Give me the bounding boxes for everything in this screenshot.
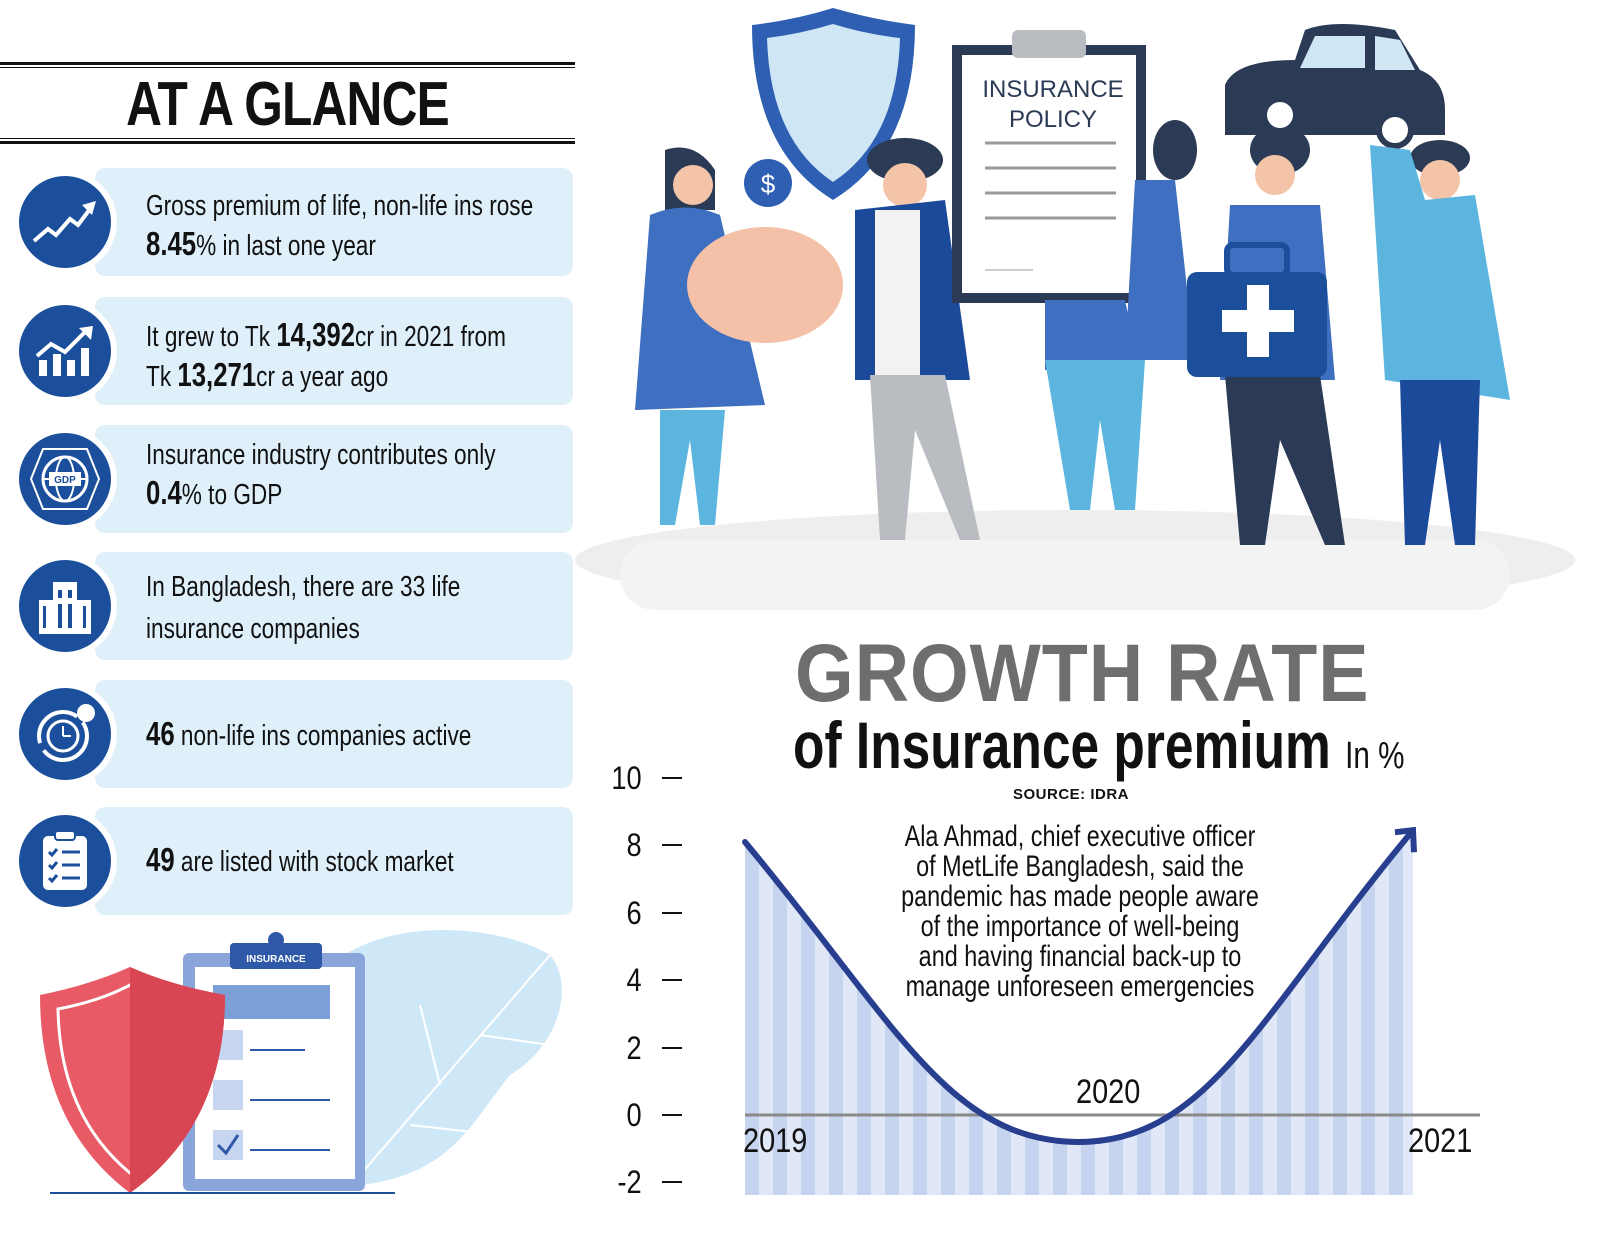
trend-up-arrow-icon — [13, 170, 117, 274]
area-stripe — [1333, 830, 1347, 1195]
quote-line: and having financial back-up to — [918, 940, 1242, 973]
fact-line: % in last one year — [196, 230, 376, 262]
fact-text-premium-amount: It grew to Tk 14,392cr in 2021 from Tk 1… — [146, 316, 692, 396]
fact-line: Insurance industry contributes only — [146, 439, 496, 471]
piggy-bank-icon — [687, 227, 843, 343]
area-stripe — [787, 830, 801, 1195]
chart-source: SOURCE: IDRA — [1013, 786, 1130, 803]
dollar-coin-icon — [744, 159, 792, 207]
fact-highlight: 0.4 — [146, 474, 182, 511]
quote-line: manage unforeseen emergencies — [905, 970, 1255, 1003]
gdp-globe-icon: GDP — [13, 427, 117, 531]
fact-line: insurance companies — [146, 613, 360, 645]
area-stripe — [773, 830, 787, 1195]
quote-line: of MetLife Bangladesh, said the — [916, 850, 1244, 883]
fact-line: cr a year ago — [256, 361, 389, 393]
area-stripe — [1375, 830, 1389, 1195]
policy-label-line1: INSURANCE — [982, 76, 1123, 103]
fact-highlight: 49 — [146, 841, 175, 878]
area-stripe — [1389, 830, 1403, 1195]
fact-line: It grew to Tk — [146, 321, 277, 353]
insurance-shield-clipboard-illustration: INSURANCE — [40, 930, 562, 1194]
area-stripe — [745, 830, 759, 1195]
fact-text-gdp: Insurance industry contributes only 0.4%… — [146, 436, 692, 514]
clipboard-label: INSURANCE — [246, 954, 306, 965]
area-stripe — [1403, 830, 1413, 1195]
title-bottom-rule-thin — [0, 138, 575, 139]
fact-line: are listed with stock market — [174, 846, 454, 878]
at-a-glance-title: AT A GLANCE — [126, 70, 450, 139]
quote-line: pandemic has made people aware — [901, 880, 1259, 913]
fact-line: cr in 2021 from — [355, 321, 506, 353]
fact-line: Gross premium of life, non-life ins rose — [146, 190, 534, 222]
area-stripe — [1319, 830, 1333, 1195]
area-stripe — [815, 830, 829, 1195]
area-stripe — [843, 830, 857, 1195]
y-tick-mark — [662, 911, 682, 914]
fact-card-gdp — [95, 425, 573, 533]
chart-unit: In % — [1345, 735, 1405, 777]
y-tick-mark — [662, 844, 682, 847]
area-stripe — [1305, 830, 1319, 1195]
y-tick-label: -2 — [617, 1164, 642, 1201]
y-tick-mark — [662, 979, 682, 982]
y-tick-label: 6 — [626, 894, 642, 931]
clock-cycle-icon — [13, 682, 117, 786]
quote-line: Ala Ahmad, chief executive officer — [904, 820, 1256, 853]
chart-title: GROWTH RATE — [795, 628, 1370, 719]
x-tick-label-2021: 2021 — [1408, 1122, 1473, 1160]
area-stripe — [1361, 830, 1375, 1195]
fact-card-premium-amount — [95, 297, 573, 405]
fact-line: % to GDP — [181, 479, 283, 511]
fact-card-life-companies — [95, 552, 573, 660]
area-stripe — [1347, 830, 1361, 1195]
leaf-shape — [321, 930, 562, 1185]
people-insurance-illustration: $ INSURANCE POLICY — [575, 8, 1575, 610]
title-top-rule-thin — [0, 67, 575, 68]
fact-card-nonlife-companies — [95, 680, 573, 788]
fact-highlight: 14,392 — [276, 316, 356, 353]
fact-card-premium-growth — [95, 168, 573, 276]
policy-label-line2: POLICY — [1009, 106, 1097, 133]
building-icon — [13, 554, 117, 658]
fact-line: Tk — [146, 361, 178, 393]
fact-text-listed: 49 are listed with stock market — [146, 841, 692, 881]
y-tick-label: 10 — [611, 760, 642, 796]
arrow-head-icon — [1394, 826, 1417, 853]
chart-subtitle: of Insurance premium — [793, 708, 1331, 782]
quote-line: of the importance of well-being — [920, 910, 1240, 943]
y-tick-mark — [662, 1046, 682, 1049]
area-stripe — [759, 830, 773, 1195]
title-top-rule — [0, 62, 575, 65]
x-tick-label-2020: 2020 — [1076, 1073, 1141, 1111]
quote-block: Ala Ahmad, chief executive officer of Me… — [862, 822, 1299, 1002]
area-stripe — [829, 830, 843, 1195]
title-bottom-rule — [0, 141, 575, 144]
gdp-glyph: GDP — [54, 475, 76, 486]
fact-line: non-life ins companies active — [174, 720, 472, 752]
coin-symbol: $ — [761, 169, 776, 199]
y-tick-label: 8 — [626, 827, 642, 864]
fact-highlight: 13,271 — [177, 356, 257, 393]
x-tick-label-2019: 2019 — [743, 1122, 808, 1160]
fact-card-listed — [95, 807, 573, 915]
chart-subtitle-row: of Insurance premium In % — [793, 712, 1404, 789]
fact-line: In Bangladesh, there are 33 life — [146, 571, 461, 603]
y-tick-mark — [662, 1181, 682, 1184]
y-tick-label: 2 — [626, 1029, 642, 1066]
fact-text-nonlife-companies: 46 non-life ins companies active — [146, 715, 692, 755]
fact-highlight: 8.45 — [146, 225, 197, 262]
y-tick-mark — [662, 777, 682, 779]
bar-chart-growth-icon — [13, 299, 117, 403]
y-tick-label: 4 — [626, 962, 642, 999]
y-tick-mark — [662, 1114, 682, 1116]
fact-text-life-companies: In Bangladesh, there are 33 life insuran… — [146, 566, 692, 650]
fact-text-premium-growth: Gross premium of life, non-life ins rose… — [146, 187, 692, 265]
fact-highlight: 46 — [146, 715, 175, 752]
checklist-clipboard-icon — [13, 809, 117, 913]
y-tick-label: 0 — [626, 1097, 642, 1133]
